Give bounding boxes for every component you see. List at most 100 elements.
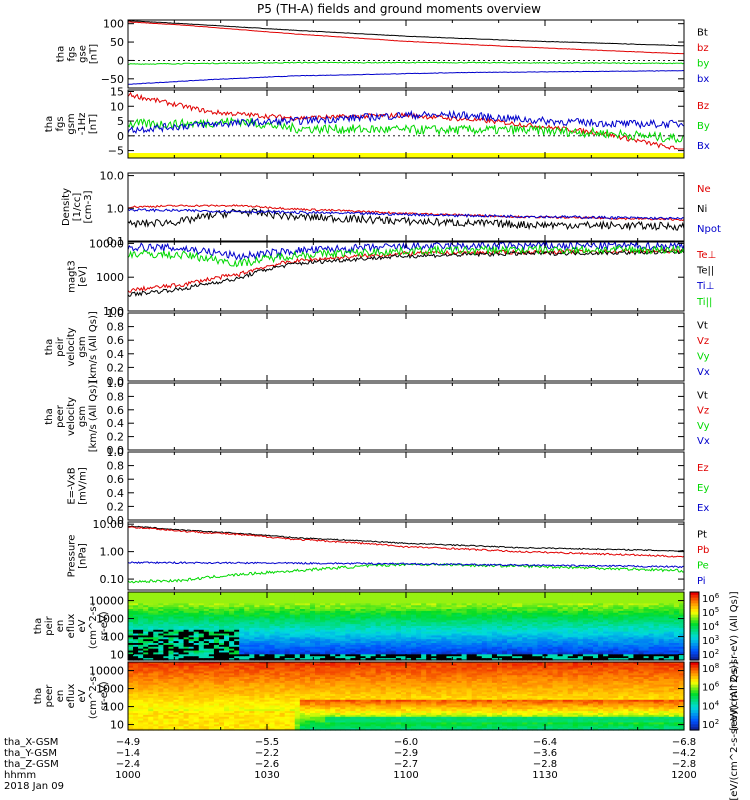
spectrogram-cell [577,658,584,661]
spectrogram-cell [218,601,225,604]
spectrogram-cell [163,669,170,673]
spectrogram-cell [294,650,301,654]
spectrogram-cell [254,629,261,633]
spectrogram-cell [193,709,200,712]
spectrogram-cell [168,688,175,691]
spectrogram-cell [128,671,134,674]
spectrogram-cell [476,627,483,631]
spectrogram-cell [613,641,619,644]
colorbar-band [690,654,699,658]
spectrogram-cell [178,662,185,665]
spectrogram-cell [527,650,533,654]
spectrogram-cell [198,728,205,731]
spectrogram-cell [658,612,665,616]
spectrogram-cell [491,599,498,603]
spectrogram-cell [208,614,215,618]
spectrogram-cell [476,648,483,652]
spectrogram-cell [658,610,665,614]
spectrogram-cell [375,629,382,633]
spectrogram-cell [502,624,508,627]
spectrogram-cell [542,635,549,638]
spectrogram-cell [309,626,316,629]
spectrogram-cell [309,616,316,620]
spectrogram-cell [153,646,159,650]
spectrogram-cell [158,607,164,610]
spectrogram-cell [380,612,387,616]
spectrogram-cell [426,646,432,650]
spectrogram-cell [345,597,351,601]
spectrogram-cell [436,648,442,652]
spectrogram-cell [648,639,655,642]
spectrogram-cell [224,631,230,635]
spectrogram-cell [522,639,528,642]
spectrogram-cell [234,605,240,608]
spectrogram-cell [183,671,190,674]
spectrogram-cell [582,620,589,623]
spectrogram-cell [673,618,680,621]
spectrogram-cell [663,626,670,629]
y-tick-label: 10 [110,649,124,662]
spectrogram-cell [158,631,164,635]
spectrogram-cell [309,605,316,608]
spectrogram-cell [325,652,331,655]
spectrogram-cell [269,605,276,608]
spectrogram-cell [618,612,624,616]
spectrogram-cell [638,637,645,640]
spectrogram-cell [153,724,159,727]
y-tick-label: 0.8 [107,460,125,473]
spectrogram-cell [400,610,407,614]
spectrogram-cell [218,637,225,640]
spectrogram-cell [421,627,427,631]
spectrogram-cell [183,601,190,604]
spectrogram-cell [340,627,346,631]
spectrogram-cell [188,724,195,727]
spectrogram-cell [178,714,185,718]
spectrogram-cell [234,622,240,625]
spectrogram-cell [168,627,175,631]
y-tick-label: 0 [117,130,124,143]
spectrogram-cell [537,656,544,659]
spectrogram-cell [153,680,159,684]
spectrogram-cell [411,592,417,595]
spectrogram-cell [512,639,518,642]
spectrogram-cell [537,609,544,612]
spectrogram-cell [360,650,367,654]
spectrogram-cell [330,605,336,608]
spectrogram-cell [598,595,604,599]
spectrogram-cell [173,614,180,618]
spectrogram-cell [411,650,417,654]
spectrogram-cell [193,724,200,727]
spectrogram-cell [593,622,599,625]
spectrogram-cell [158,722,164,725]
spectrogram-cell [663,592,670,595]
spectrogram-cell [173,703,180,707]
spectrogram-cell [678,633,685,637]
spectrogram-cell [325,597,331,601]
colorbar-band [690,614,699,619]
spectrogram-cell [587,609,594,612]
spectrogram-cell [582,648,589,652]
spectrogram-cell [320,635,326,638]
spectrogram-cell [193,701,200,705]
colorbar-band [690,603,699,607]
y-tick-label: 100 [103,631,124,644]
spectrogram-cell [259,656,266,659]
spectrogram-cell [315,607,321,610]
spectrogram-cell [370,601,377,604]
spectrogram-cell [400,639,407,642]
spectrogram-cell [648,626,655,629]
spectrogram-cell [486,633,493,637]
spectrogram-cell [183,593,190,597]
spectrogram-cell [148,616,154,620]
spectrogram-cell [143,603,149,606]
spectrogram-cell [572,614,579,618]
spectrogram-cell [512,629,518,633]
spectrogram-cell [163,622,170,625]
spectrogram-cell [456,637,463,640]
spectrogram-cell [158,635,164,638]
spectrogram-cell [653,643,660,646]
spectrogram-cell [456,610,463,614]
spectrogram-cell [577,624,584,627]
spectrogram-cell [284,593,291,597]
spectrogram-cell [153,696,159,699]
